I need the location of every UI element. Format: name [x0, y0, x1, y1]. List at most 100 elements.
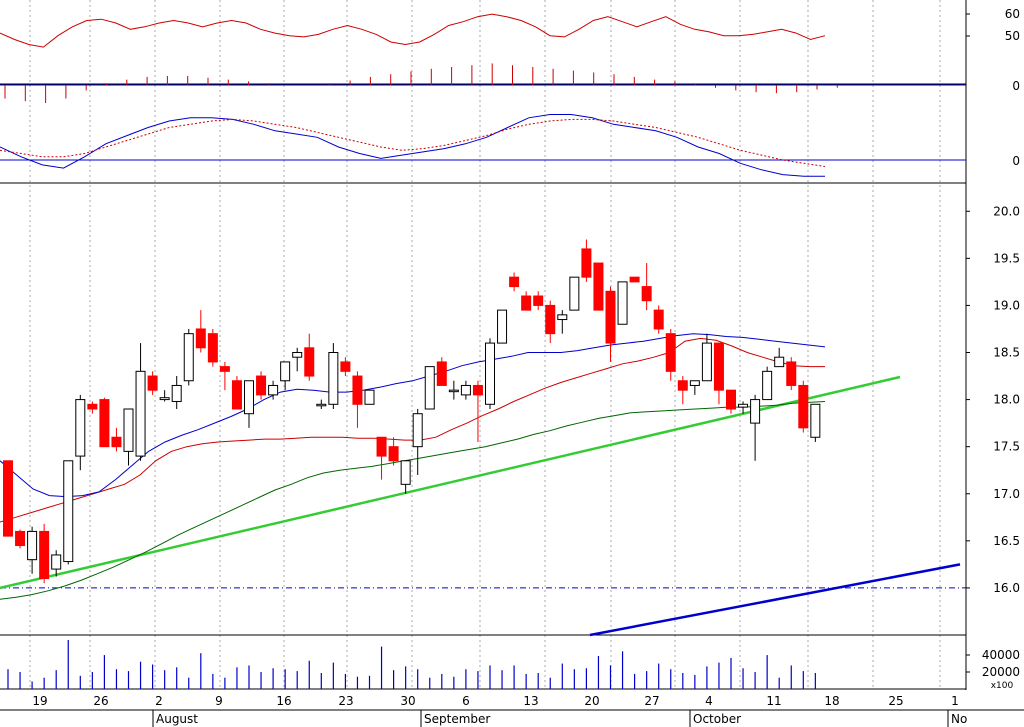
candlestick	[436, 357, 447, 386]
candle-body	[810, 403, 821, 438]
candle-body	[509, 276, 520, 288]
candlestick	[605, 286, 616, 362]
candlestick	[786, 357, 797, 391]
candlestick	[400, 460, 411, 494]
candle-body	[750, 399, 761, 424]
candlestick	[111, 427, 122, 452]
price-tick-label: 17.0	[993, 487, 1020, 501]
volume-panel	[7, 640, 816, 689]
candle-body	[726, 389, 736, 410]
candlestick	[159, 390, 170, 402]
month-label: August	[156, 712, 198, 726]
month-label: September	[424, 712, 490, 726]
candle-body	[183, 333, 194, 382]
price-tick-label: 18.5	[993, 346, 1020, 360]
candle-body	[497, 309, 508, 344]
volume-tick-label: 20000	[982, 665, 1020, 679]
candlestick	[569, 276, 580, 311]
price-tick-label: 19.5	[993, 251, 1020, 265]
candlestick	[677, 376, 688, 405]
price-tick-label: 20.0	[993, 204, 1020, 218]
lower-trend-line	[589, 563, 961, 637]
candle-body	[280, 361, 291, 382]
price-tick-label: 19.0	[993, 298, 1020, 312]
candle-body	[99, 399, 110, 448]
candlestick	[557, 310, 568, 334]
candlestick	[750, 394, 761, 461]
candlestick	[195, 310, 206, 353]
candlestick	[207, 328, 218, 367]
candle-body	[689, 380, 700, 386]
candle-body	[268, 384, 279, 396]
candlestick	[472, 380, 483, 442]
candle-body	[641, 286, 652, 302]
candlestick	[774, 347, 785, 368]
candle-body	[364, 389, 375, 405]
candlestick	[256, 371, 267, 400]
macd-signal-line	[0, 118, 826, 167]
candle-body	[738, 403, 749, 408]
candle-body	[328, 352, 339, 405]
candlestick	[497, 309, 508, 344]
day-tick-label: 19	[32, 694, 47, 708]
date-axis: 19 26 2 9 16 23 30 6 13 20 27 4 11 18 25 1 August Septemb…	[0, 690, 1024, 727]
candlestick	[244, 380, 254, 428]
candle-body	[653, 309, 664, 330]
candle-body	[15, 530, 26, 547]
candlestick	[63, 460, 74, 565]
price-tick-label: 17.5	[993, 440, 1020, 454]
candlestick	[810, 403, 821, 442]
candle-body	[27, 530, 38, 561]
date-axis-background	[0, 690, 1024, 727]
candle-body	[533, 295, 544, 306]
candlestick	[738, 401, 749, 414]
day-tick-label: 23	[338, 694, 353, 708]
candle-body	[701, 342, 712, 382]
candle-body	[231, 380, 242, 410]
candlestick	[726, 389, 736, 414]
candle-body	[436, 361, 447, 386]
day-tick-label: 25	[888, 694, 903, 708]
candle-body	[774, 356, 785, 368]
candle-body	[557, 314, 568, 321]
candle-body	[147, 375, 158, 391]
candle-body	[219, 366, 230, 372]
month-label: No	[951, 712, 967, 726]
candlestick	[27, 526, 38, 574]
candle-body	[256, 375, 267, 396]
day-tick-label: 4	[705, 694, 713, 708]
candle-body	[665, 333, 676, 372]
candle-body	[75, 399, 86, 457]
macd-panel	[0, 114, 966, 177]
day-tick-label: 30	[400, 694, 415, 708]
candle-body	[448, 389, 459, 393]
candle-body	[485, 342, 495, 405]
candle-body	[472, 384, 483, 396]
day-tick-label: 13	[523, 694, 538, 708]
candlestick	[304, 333, 315, 381]
candle-body	[123, 408, 134, 452]
day-tick-label: 26	[93, 694, 108, 708]
candle-body	[762, 370, 773, 401]
macd-line	[0, 114, 825, 177]
day-tick-label: 9	[215, 694, 223, 708]
candle-body	[593, 262, 604, 311]
candlestick	[533, 291, 544, 311]
candlestick	[448, 380, 459, 400]
candle-body	[545, 304, 556, 335]
uptrend-line	[0, 375, 901, 590]
candle-body	[207, 333, 218, 363]
candle-body	[376, 436, 387, 457]
candle-body	[63, 460, 74, 563]
candle-body	[3, 460, 13, 537]
day-tick-label: 6	[462, 694, 470, 708]
moving-average-long	[0, 401, 826, 600]
month-label: October	[693, 712, 741, 726]
day-tick-label: 27	[644, 694, 659, 708]
candlestick	[424, 366, 435, 410]
candle-body	[159, 397, 170, 401]
candlestick	[713, 342, 724, 405]
histogram-tick-label: 0	[1012, 79, 1020, 93]
candlestick	[545, 300, 556, 344]
